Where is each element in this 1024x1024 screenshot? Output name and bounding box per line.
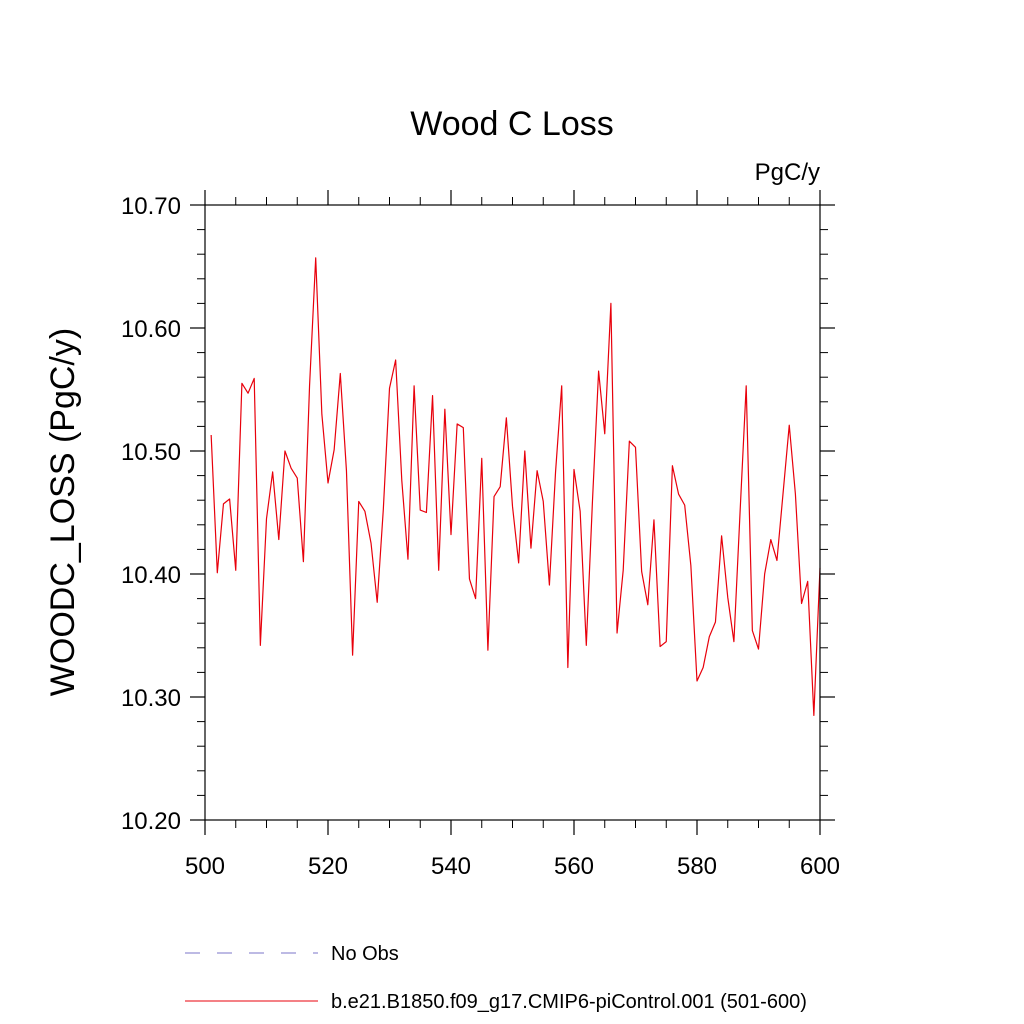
axes-layer: 500 520 540 560 580 600 10.20 10.30 10.40 10.50 10… [121,190,840,880]
x-tick-label: 540 [431,853,471,880]
series-line-0 [210,257,821,717]
y-axis-label: WOODC_LOSS (PgC/y) [44,328,82,696]
units-label: PgC/y [755,159,820,186]
y-tick-label: 10.50 [121,439,181,466]
x-tick-label: 580 [677,853,717,880]
x-tick-label: 520 [308,853,348,880]
x-tick-label: 500 [185,853,225,880]
legend-label-1: No Obs [331,943,399,965]
legend-label-0: b.e21.B1850.f09_g17.CMIP6-piControl.001 … [331,991,807,1013]
chart-title: Wood C Loss [410,105,613,143]
x-tick-label: 560 [554,853,594,880]
legend: No Obs b.e21.B1850.f09_g17.CMIP6-piContro… [185,943,807,1013]
series-layer [210,257,821,717]
y-tick-label: 10.30 [121,685,181,712]
x-tick-label: 600 [800,853,840,880]
y-tick-label: 10.20 [121,808,181,835]
y-tick-label: 10.40 [121,562,181,589]
y-tick-label: 10.60 [121,316,181,343]
plot-frame [204,204,821,821]
y-tick-label: 10.70 [121,193,181,220]
